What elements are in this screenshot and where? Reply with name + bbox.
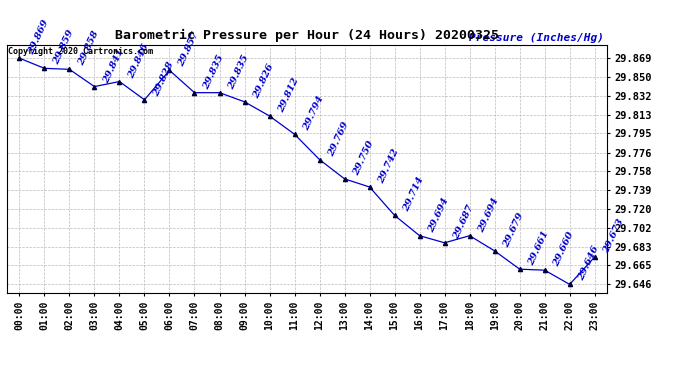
Title: Barometric Pressure per Hour (24 Hours) 20200325: Barometric Pressure per Hour (24 Hours) … (115, 29, 499, 42)
Text: 29.742: 29.742 (377, 147, 400, 185)
Text: 29.646: 29.646 (577, 245, 600, 282)
Text: 29.673: 29.673 (602, 217, 625, 255)
Text: 29.835: 29.835 (226, 53, 250, 90)
Text: 29.679: 29.679 (502, 211, 525, 249)
Text: 29.750: 29.750 (351, 139, 375, 177)
Text: 29.687: 29.687 (451, 203, 475, 241)
Text: 29.869: 29.869 (26, 19, 50, 56)
Text: Pressure (Inches/Hg): Pressure (Inches/Hg) (469, 33, 604, 42)
Text: 29.828: 29.828 (151, 60, 175, 98)
Text: 29.858: 29.858 (77, 30, 100, 67)
Text: 29.769: 29.769 (326, 120, 351, 158)
Text: Copyright 2020 Cartronics.com: Copyright 2020 Cartronics.com (8, 48, 152, 57)
Text: 29.794: 29.794 (302, 94, 325, 132)
Text: 29.857: 29.857 (177, 31, 200, 68)
Text: 29.835: 29.835 (201, 53, 225, 90)
Text: 29.846: 29.846 (126, 42, 150, 80)
Text: 29.694: 29.694 (477, 196, 500, 234)
Text: 29.859: 29.859 (51, 29, 75, 66)
Text: 29.841: 29.841 (101, 47, 125, 84)
Text: 29.660: 29.660 (551, 231, 575, 268)
Text: 29.714: 29.714 (402, 176, 425, 213)
Text: 29.694: 29.694 (426, 196, 451, 234)
Text: 29.826: 29.826 (251, 62, 275, 100)
Text: 29.661: 29.661 (526, 230, 551, 267)
Text: 29.812: 29.812 (277, 76, 300, 114)
